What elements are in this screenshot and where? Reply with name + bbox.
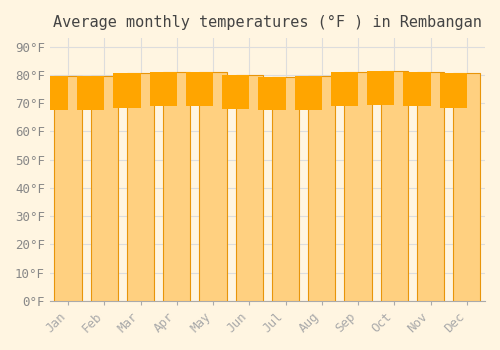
- Bar: [344, 72, 372, 301]
- Bar: [222, 75, 250, 109]
- Bar: [114, 74, 140, 107]
- Bar: [331, 72, 358, 106]
- Bar: [440, 74, 467, 107]
- Bar: [200, 72, 226, 301]
- Bar: [77, 76, 104, 110]
- Bar: [150, 72, 177, 106]
- Bar: [454, 74, 480, 301]
- Bar: [294, 76, 322, 110]
- Bar: [404, 72, 430, 106]
- Bar: [54, 76, 82, 301]
- Bar: [367, 71, 394, 105]
- Bar: [380, 71, 408, 301]
- Bar: [186, 72, 213, 106]
- Bar: [127, 74, 154, 301]
- Bar: [41, 76, 68, 110]
- Bar: [417, 72, 444, 301]
- Bar: [90, 76, 118, 301]
- Bar: [236, 75, 263, 301]
- Bar: [258, 77, 285, 111]
- Title: Average monthly temperatures (°F ) in Rembangan: Average monthly temperatures (°F ) in Re…: [53, 15, 482, 30]
- Bar: [308, 76, 336, 301]
- Bar: [272, 77, 299, 301]
- Bar: [163, 72, 190, 301]
